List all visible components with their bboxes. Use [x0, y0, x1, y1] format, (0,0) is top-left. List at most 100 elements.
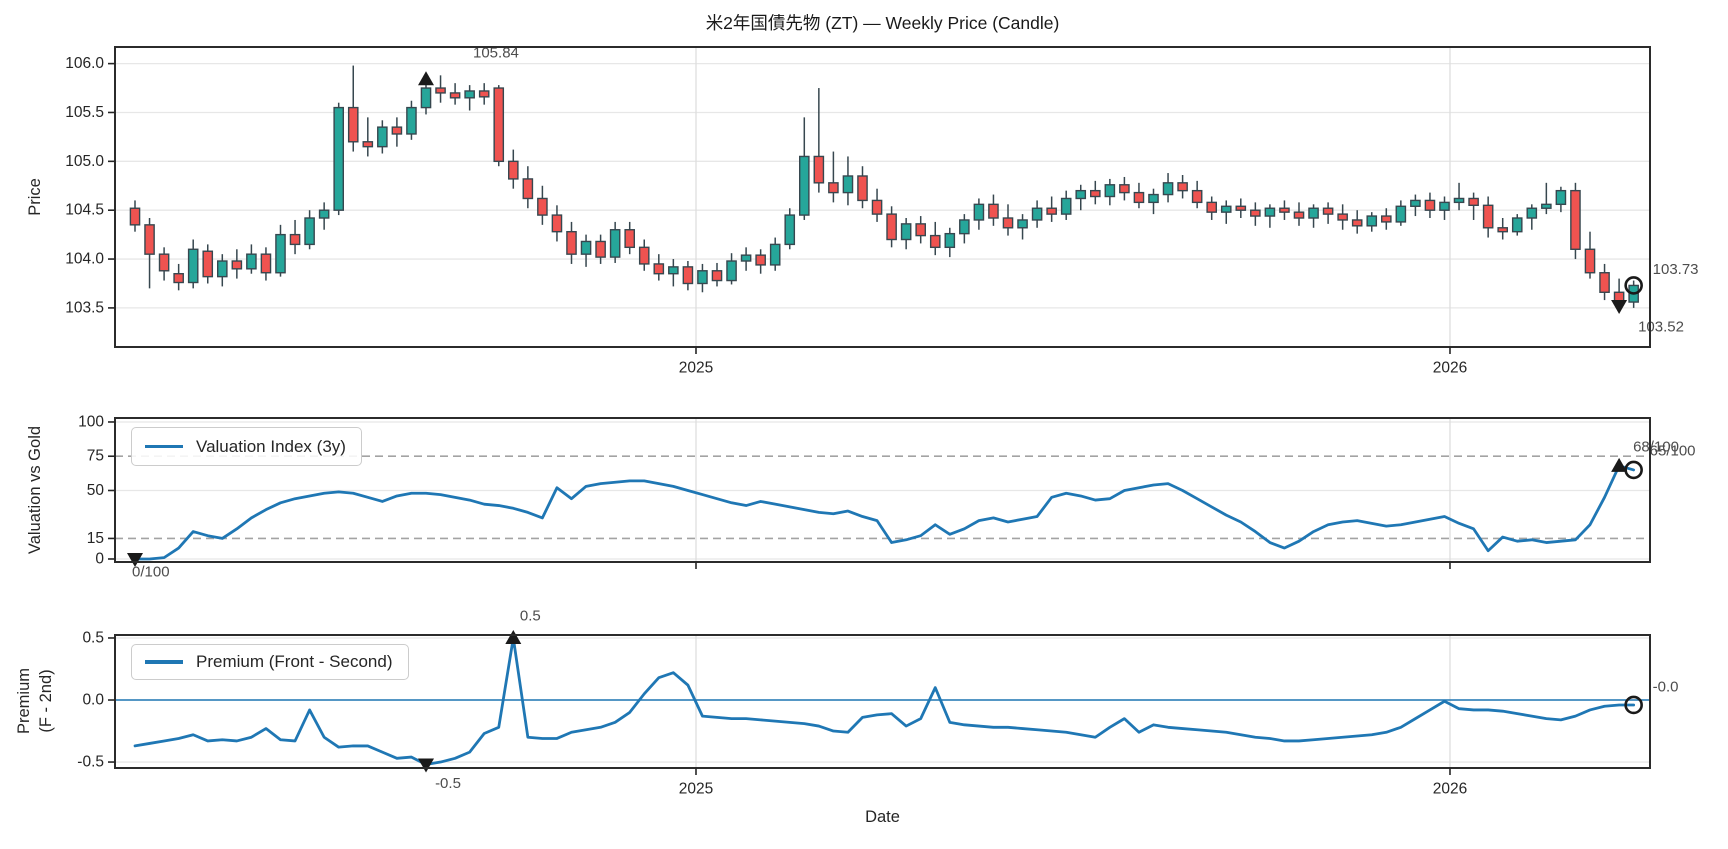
legend-valuation: Valuation Index (3y) [131, 427, 362, 466]
candle-down [1235, 205, 1247, 211]
candle-up [726, 260, 737, 282]
annotation-text: 0/100 [132, 563, 170, 580]
candle-down [158, 253, 170, 272]
candle-down [508, 160, 519, 180]
annotation-text: 103.73 [1653, 261, 1699, 278]
y-tick-label: 0 [95, 550, 104, 567]
candle-up [580, 240, 592, 255]
candle-down [595, 240, 606, 258]
y-tick-label: 50 [87, 482, 105, 499]
candle-down [1380, 215, 1392, 223]
legend-line-swatch [145, 660, 183, 664]
candle-down [1337, 213, 1348, 221]
candle-down [1570, 189, 1581, 250]
candle-up [959, 219, 970, 235]
marker-circle-icon [1624, 276, 1643, 295]
y-tick-label: 75 [87, 448, 104, 465]
candle-up [1541, 203, 1552, 209]
candle-down [1497, 227, 1508, 233]
candle-up [1075, 189, 1087, 200]
marker-triangle-down-icon [1611, 299, 1628, 314]
legend-valuation-label: Valuation Index (3y) [196, 436, 346, 456]
y-tick-label: 103.5 [65, 299, 104, 316]
candle-down [435, 87, 446, 94]
valuation-line [133, 464, 1636, 561]
y-tick-label: 100 [78, 413, 104, 430]
candle-up [1031, 207, 1043, 221]
annotation-text: 105.84 [473, 45, 519, 62]
annotation-text: -0.5 [435, 775, 461, 792]
candle-down [144, 224, 155, 255]
candle-up [900, 223, 912, 241]
candle-up [1162, 182, 1174, 196]
candle-up [1526, 207, 1538, 219]
candle-down [231, 260, 243, 270]
x-tick-label: 2025 [679, 781, 713, 798]
candle-up [1308, 207, 1319, 219]
candle-up [275, 233, 286, 274]
premium-line [133, 636, 1636, 766]
candle-up [1017, 219, 1028, 229]
marker-triangle-up-icon [505, 629, 522, 644]
candle-down [886, 213, 897, 241]
candle-up [318, 209, 330, 219]
candle-down [1206, 201, 1217, 213]
candle-down [1322, 207, 1334, 215]
candle-down [1293, 211, 1305, 219]
candle-down [260, 253, 272, 274]
candle-up [697, 270, 708, 285]
candle-up [740, 254, 752, 262]
candle-down [857, 175, 868, 202]
candle-up [668, 266, 679, 275]
y-tick-label: 104.5 [65, 202, 104, 219]
annotation-text: 0.5 [520, 607, 541, 624]
y-tick-label: 15 [87, 530, 104, 547]
candle-down [1482, 204, 1494, 229]
candle-down [682, 266, 694, 285]
premium-axis-label-line1: Premium [15, 668, 33, 735]
candle-down [1133, 191, 1145, 204]
candle-down [624, 229, 635, 249]
candle-up [420, 87, 432, 109]
candle-down [653, 263, 665, 275]
y-tick-label: 0.0 [82, 692, 104, 709]
candle-up [769, 243, 781, 266]
candle-up [1395, 205, 1407, 223]
candle-down [915, 223, 926, 237]
candle-down [362, 141, 374, 148]
candle-down [1351, 219, 1363, 227]
candle-down [173, 273, 184, 284]
candle-down [493, 87, 505, 163]
y-tick-label: -0.5 [77, 754, 104, 771]
y-tick-label: 0.5 [82, 629, 104, 646]
candle-down [391, 126, 403, 135]
candle-up [464, 90, 475, 99]
candle-down [1002, 217, 1014, 229]
x-tick-label: 2026 [1433, 360, 1467, 377]
marker-triangle-down-icon [418, 758, 434, 773]
candle-down [449, 92, 461, 99]
candle-up [1439, 201, 1450, 211]
date-axis-label: Date [865, 808, 900, 826]
candle-down [478, 90, 490, 98]
candle-up [1264, 207, 1276, 217]
candle-up [1060, 197, 1072, 215]
candle-up [1366, 215, 1378, 227]
candle-down [551, 214, 563, 233]
candle-down [1584, 248, 1596, 274]
candle-down [1468, 197, 1479, 207]
candle-up [1410, 199, 1421, 207]
candle-down [871, 199, 883, 215]
panel-border [114, 46, 1651, 348]
candle-up [842, 175, 854, 194]
candle-up [377, 126, 388, 148]
candle-up [799, 155, 810, 216]
y-tick-label: 105.5 [65, 104, 104, 121]
candle-down [1191, 189, 1203, 204]
x-tick-label: 2025 [679, 360, 713, 377]
candle-up [304, 217, 315, 246]
candle-down [711, 270, 723, 282]
candle-down [1250, 209, 1261, 217]
candle-down [988, 203, 999, 219]
